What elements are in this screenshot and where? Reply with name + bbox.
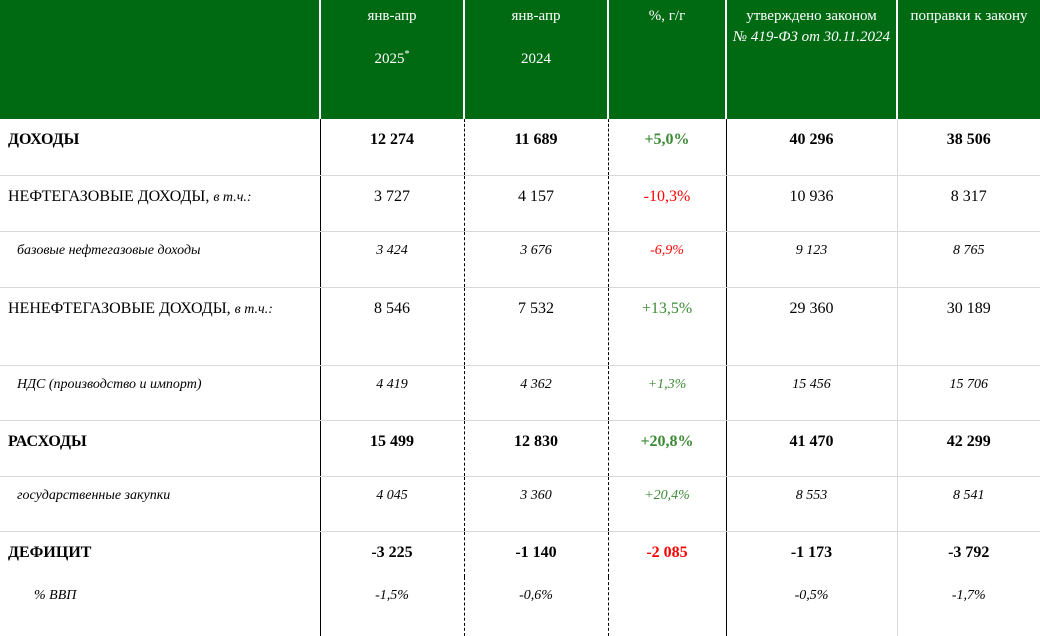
cell-yoy <box>607 577 726 636</box>
cell-yoy: +20,8% <box>607 420 726 477</box>
header-2024-year: 2024 <box>521 51 551 67</box>
cell-2024: 3 676 <box>463 231 608 288</box>
row-label: РАСХОДЫ <box>0 420 320 477</box>
cell-2025: 4 419 <box>319 365 464 421</box>
cell-amendments: -3 792 <box>896 531 1040 577</box>
cell-2025: 3 424 <box>319 231 464 288</box>
row-label: НЕФТЕГАЗОВЫЕ ДОХОДЫ, в т.ч.: <box>0 175 320 232</box>
cell-yoy: +5,0% <box>607 119 726 176</box>
header-law: утверждено законом № 419-ФЗ от 30.11.202… <box>725 0 897 119</box>
cell-2024: 11 689 <box>463 119 608 176</box>
cell-2024: 4 157 <box>463 175 608 232</box>
cell-yoy: +1,3% <box>607 365 726 421</box>
row-vat: НДС (производство и импорт) 4 419 4 362 … <box>0 365 1040 421</box>
header-amendments: поправки к закону <box>896 0 1040 119</box>
cell-law: 9 123 <box>725 231 897 288</box>
cell-amendments: 8 541 <box>896 476 1040 532</box>
header-2024: янв-апр 2024 <box>463 0 608 119</box>
header-law-title: утверждено законом <box>746 8 877 24</box>
header-yoy: %, г/г <box>607 0 726 119</box>
cell-2024: -0,6% <box>463 577 608 636</box>
cell-amendments: 8 317 <box>896 175 1040 232</box>
cell-2025: 15 499 <box>319 420 464 477</box>
row-label: НДС (производство и импорт) <box>0 365 320 421</box>
cell-2024: 7 532 <box>463 287 608 366</box>
cell-yoy: -10,3% <box>607 175 726 232</box>
row-label: базовые нефтегазовые доходы <box>0 231 320 288</box>
row-label: государственные закупки <box>0 476 320 532</box>
cell-law: 41 470 <box>725 420 897 477</box>
header-law-ref: № 419-ФЗ от 30.11.2024 <box>732 29 891 45</box>
cell-law: 40 296 <box>725 119 897 176</box>
cell-2024: 4 362 <box>463 365 608 421</box>
cell-yoy: -2 085 <box>607 531 726 577</box>
row-oil-gas-revenues: НЕФТЕГАЗОВЫЕ ДОХОДЫ, в т.ч.: 3 727 4 157… <box>0 175 1040 232</box>
cell-2024: 12 830 <box>463 420 608 477</box>
row-deficit: ДЕФИЦИТ -3 225 -1 140 -2 085 -1 173 -3 7… <box>0 531 1040 577</box>
row-label-suffix: в т.ч.: <box>213 189 252 205</box>
cell-law: 10 936 <box>725 175 897 232</box>
row-label-suffix: в т.ч.: <box>234 301 273 317</box>
cell-yoy: +20,4% <box>607 476 726 532</box>
header-2025-period: янв-апр <box>367 8 417 24</box>
cell-2025: 12 274 <box>319 119 464 176</box>
row-label: % ВВП <box>34 588 77 603</box>
cell-amendments: 42 299 <box>896 420 1040 477</box>
header-2025: янв-апр 2025* <box>319 0 464 119</box>
row-base-oil-gas: базовые нефтегазовые доходы 3 424 3 676 … <box>0 231 1040 288</box>
cell-yoy: +13,5% <box>607 287 726 366</box>
cell-amendments: -1,7% <box>896 577 1040 636</box>
row-gdp-share: % ВВП -1,5% -0,6% -0,5% -1,7% <box>0 577 1040 636</box>
cell-law: 8 553 <box>725 476 897 532</box>
cell-amendments: 15 706 <box>896 365 1040 421</box>
header-indicator <box>0 0 320 119</box>
row-non-oil-gas-revenues: НЕНЕФТЕГАЗОВЫЕ ДОХОДЫ, в т.ч.: 8 546 7 5… <box>0 287 1040 366</box>
row-label: ДЕФИЦИТ <box>8 543 92 561</box>
cell-2025: 4 045 <box>319 476 464 532</box>
cell-law: -1 173 <box>725 531 897 577</box>
cell-law: -0,5% <box>725 577 897 636</box>
row-label: ДОХОДЫ <box>0 119 320 176</box>
cell-2025: -3 225 <box>319 531 464 577</box>
header-2024-period: янв-апр <box>511 8 561 24</box>
cell-amendments: 30 189 <box>896 287 1040 366</box>
cell-law: 15 456 <box>725 365 897 421</box>
row-procurement: государственные закупки 4 045 3 360 +20,… <box>0 476 1040 532</box>
cell-law: 29 360 <box>725 287 897 366</box>
cell-2025: 3 727 <box>319 175 464 232</box>
footnote-mark: * <box>404 49 410 60</box>
cell-2025: -1,5% <box>319 577 464 636</box>
cell-amendments: 8 765 <box>896 231 1040 288</box>
cell-amendments: 38 506 <box>896 119 1040 176</box>
header-row: янв-апр 2025* янв-апр 2024 %, г/г утверж… <box>0 0 1040 119</box>
cell-2024: -1 140 <box>463 531 608 577</box>
row-label: НЕНЕФТЕГАЗОВЫЕ ДОХОДЫ, в т.ч.: <box>0 287 320 366</box>
row-expenditures: РАСХОДЫ 15 499 12 830 +20,8% 41 470 42 2… <box>0 420 1040 477</box>
row-revenues: ДОХОДЫ 12 274 11 689 +5,0% 40 296 38 506 <box>0 119 1040 176</box>
cell-2025: 8 546 <box>319 287 464 366</box>
cell-yoy: -6,9% <box>607 231 726 288</box>
header-2025-year: 2025 <box>374 51 405 67</box>
cell-2024: 3 360 <box>463 476 608 532</box>
